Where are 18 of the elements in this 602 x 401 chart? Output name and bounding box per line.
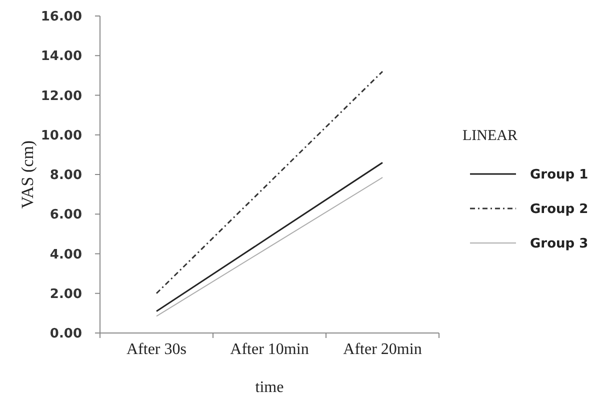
y-tick-label: 6.00 [50,208,82,223]
x-tick-label: After 30s [126,341,186,358]
y-tick-label: 14.00 [40,49,82,64]
legend-label: Group 1 [530,168,588,183]
y-tick-label: 0.00 [50,326,82,342]
y-tick-label: 16.00 [40,10,82,25]
legend-label: Group 2 [530,202,588,218]
x-axis-title: time [255,379,284,396]
x-tick-label: After 20min [343,341,422,358]
y-tick-label: 10.00 [40,128,82,144]
legend-title: LINEAR [462,128,518,144]
x-tick-label: After 10min [230,341,309,358]
y-tick-label: 4.00 [50,247,82,262]
y-tick-label: 8.00 [50,168,82,184]
y-tick-label: 12.00 [40,88,82,104]
y-axis-title: VAS (cm) [18,140,37,209]
y-tick-label: 2.00 [50,286,82,302]
legend-label: Group 3 [530,236,588,252]
